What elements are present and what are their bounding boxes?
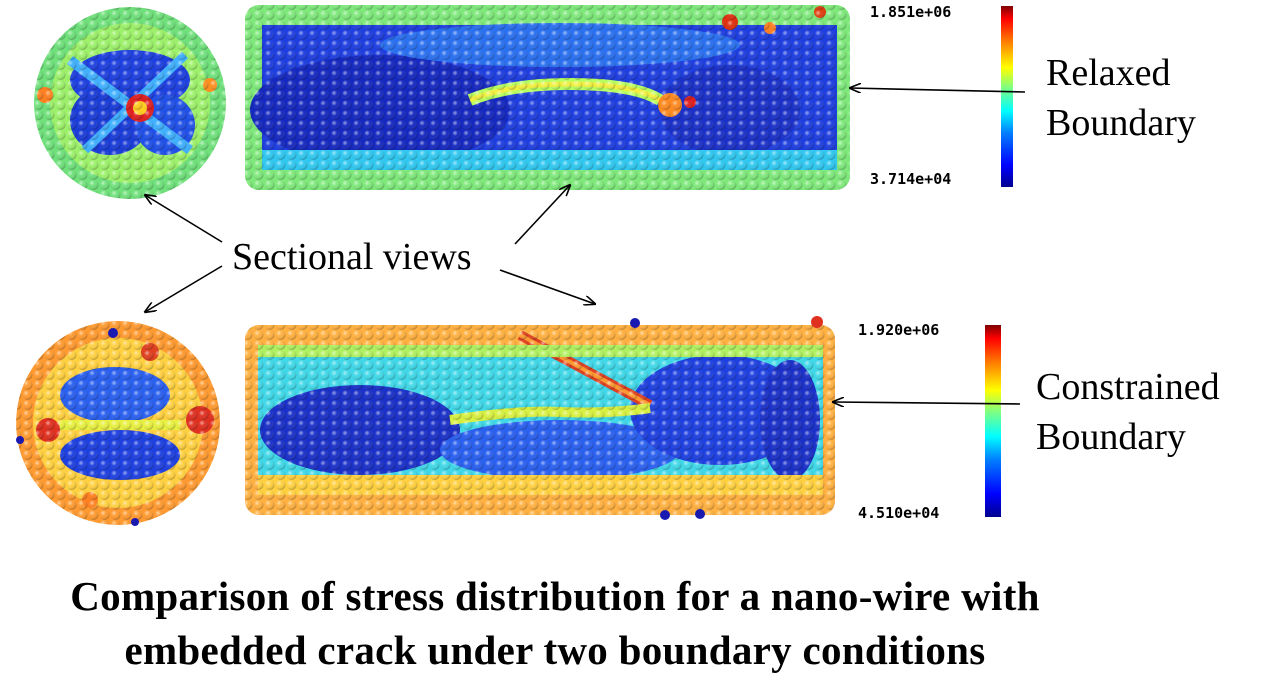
relaxed-boundary-label: Relaxed Boundary	[1046, 48, 1196, 148]
constrained-boundary-label: Constrained Boundary	[1036, 362, 1220, 462]
caption-line2: embedded crack under two boundary condit…	[124, 627, 986, 673]
sectional-arrow-lower-right	[499, 269, 595, 304]
relaxed-longitudinal-section	[245, 5, 850, 190]
constrained-label-line1: Constrained	[1036, 366, 1220, 408]
relaxed-cross-section	[34, 7, 226, 199]
constrained-boundary-arrow	[833, 402, 1021, 404]
constrained-cross-section	[16, 321, 220, 526]
constrained-colorbar-min-label: 4.510e+04	[858, 504, 940, 522]
constrained-longitudinal-section	[245, 316, 835, 520]
sectional-arrow-upper-left	[145, 195, 223, 243]
relaxed-label-line2: Boundary	[1046, 102, 1196, 144]
caption-line1: Comparison of stress distribution for a …	[70, 573, 1040, 619]
constrained-colorbar	[985, 325, 1001, 517]
relaxed-colorbar-max-label: 1.851e+06	[870, 3, 952, 21]
constrained-label-line2: Boundary	[1036, 416, 1186, 458]
relaxed-colorbar-min-label: 3.714e+04	[870, 170, 952, 188]
sectional-arrow-lower-left	[145, 265, 223, 312]
sectional-views-label: Sectional views	[232, 236, 472, 278]
sectional-arrow-upper-right	[514, 185, 570, 245]
relaxed-colorbar	[1001, 6, 1013, 187]
annotation-arrows	[145, 88, 1026, 404]
constrained-colorbar-max-label: 1.920e+06	[858, 321, 940, 339]
relaxed-label-line1: Relaxed	[1046, 52, 1171, 94]
relaxed-boundary-arrow	[850, 88, 1026, 92]
